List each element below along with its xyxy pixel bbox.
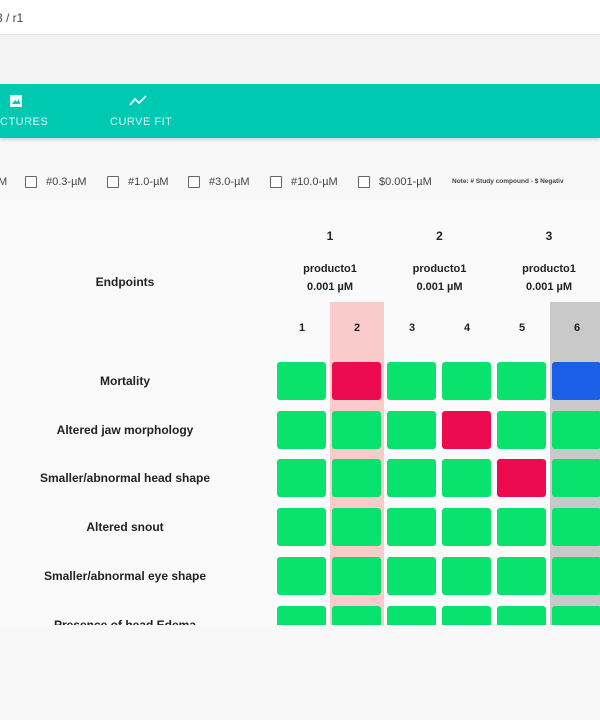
checkbox[interactable] — [25, 176, 37, 188]
cell[interactable] — [497, 605, 546, 625]
row-label: Mortality — [99, 374, 151, 388]
breadcrumb[interactable]: 3 / r1 — [0, 11, 24, 25]
cell[interactable] — [497, 508, 546, 547]
filter-label[interactable]: #3.0-µM — [209, 176, 250, 188]
cell[interactable] — [277, 410, 326, 449]
cell[interactable] — [332, 362, 381, 400]
cell[interactable] — [387, 508, 436, 547]
row-label: Altered jaw morphology — [56, 422, 194, 437]
tab[interactable]: CURVE FIT — [110, 116, 173, 128]
cell[interactable] — [442, 556, 491, 595]
cell[interactable] — [442, 605, 491, 625]
cell[interactable] — [277, 605, 326, 625]
cell[interactable] — [552, 410, 600, 449]
column-label: 3 — [408, 322, 416, 334]
cell[interactable] — [552, 605, 600, 625]
cell[interactable] — [332, 508, 381, 547]
curve-fit-icon — [129, 95, 147, 106]
checkbox[interactable] — [107, 176, 119, 188]
cell[interactable] — [552, 508, 600, 547]
checkbox[interactable] — [358, 176, 370, 188]
cell[interactable] — [387, 459, 436, 498]
top-bar: 3 / r1 — [0, 0, 600, 35]
dose: 0.001 µM — [525, 281, 573, 293]
pictures-icon — [10, 95, 22, 107]
tab-bar: CTURES CURVE FIT — [0, 84, 600, 138]
compound: producto1 — [412, 263, 467, 275]
cell[interactable] — [332, 459, 381, 498]
checkbox[interactable] — [188, 176, 200, 188]
filter-row: M Note: # Study compound - $ Negativ #0.… — [0, 172, 600, 194]
column-label: 5 — [518, 322, 526, 334]
cell[interactable] — [497, 556, 546, 595]
cell[interactable] — [552, 556, 600, 595]
filter-label[interactable]: #1.0-µM — [128, 176, 169, 188]
row-label: Altered snout — [86, 520, 164, 535]
checkbox[interactable] — [270, 176, 282, 188]
tab[interactable]: CTURES — [0, 116, 49, 128]
cell[interactable] — [277, 362, 326, 400]
cell[interactable] — [442, 508, 491, 547]
cell[interactable] — [442, 362, 491, 400]
filter-label: M — [0, 176, 8, 188]
note: Note: # Study compound - $ Negativ — [452, 178, 564, 185]
filter-label[interactable]: $0.001-µM — [379, 176, 432, 188]
filter-label[interactable]: #0.3-µM — [46, 176, 87, 188]
cell[interactable] — [277, 508, 326, 547]
cell[interactable] — [387, 410, 436, 449]
endpoints-header: Endpoints — [95, 275, 155, 289]
compound: producto1 — [522, 263, 576, 275]
filter-label[interactable]: #10.0-µM — [291, 176, 338, 188]
cell[interactable] — [497, 459, 546, 498]
column-label: 1 — [298, 322, 306, 334]
cell[interactable] — [442, 459, 491, 498]
dose: 0.001 µM — [306, 281, 354, 293]
group-number: 1 — [326, 229, 334, 243]
cell[interactable] — [332, 605, 381, 625]
dose: 0.001 µM — [416, 281, 463, 293]
cell[interactable] — [277, 556, 326, 595]
cell[interactable] — [387, 556, 436, 595]
column-label: 2 — [353, 322, 361, 334]
column-label: 4 — [463, 322, 471, 334]
group-number: 3 — [545, 229, 553, 243]
row-label: Smaller/abnormal head shape — [39, 471, 211, 486]
cell[interactable] — [497, 410, 546, 449]
cell[interactable] — [497, 362, 546, 400]
compound: producto1 — [303, 263, 357, 275]
row-label: Smaller/abnormal eye shape — [43, 568, 207, 583]
cell[interactable] — [332, 556, 381, 595]
cell[interactable] — [552, 459, 600, 498]
cell[interactable] — [332, 410, 381, 449]
cell[interactable] — [442, 410, 491, 449]
cell[interactable] — [552, 362, 600, 400]
spacer — [0, 35, 600, 84]
endpoint-table: Endpoints 1 producto1 0.001 µM 2 producto1 0.… — [0, 200, 600, 625]
group-number: 2 — [436, 229, 443, 243]
column-label: 6 — [573, 322, 581, 334]
cell[interactable] — [277, 459, 326, 498]
row-label: Presence of head Edema — [53, 617, 197, 626]
cell[interactable] — [387, 362, 436, 400]
cell[interactable] — [387, 605, 436, 625]
